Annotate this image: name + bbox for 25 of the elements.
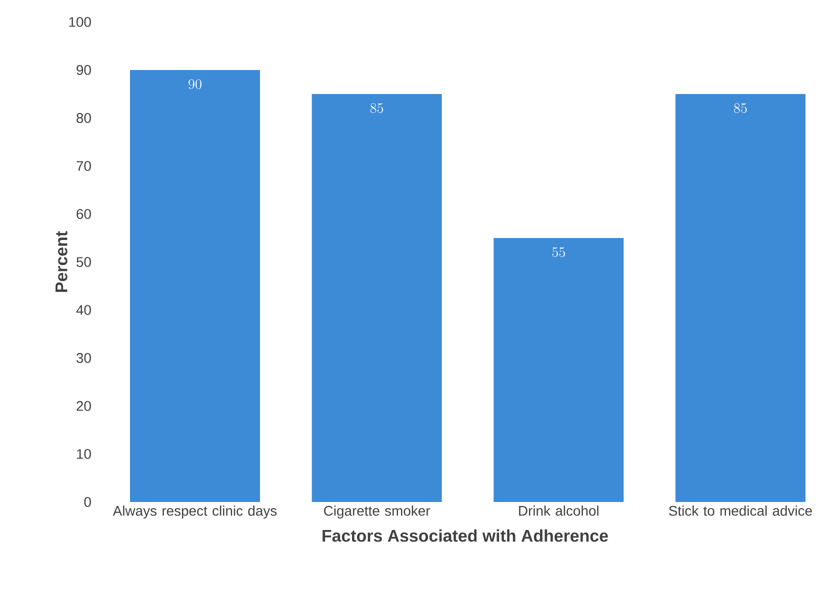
data-label: 85 [734, 103, 747, 114]
bar [494, 238, 624, 502]
data-label: 85 [370, 103, 384, 114]
y-tick-label: 0 [84, 497, 91, 507]
y-tick-label: 60 [76, 209, 91, 219]
x-axis-title: Factors Associated with Adherence [322, 529, 608, 542]
x-tick-label: Stick to medical advice [669, 506, 812, 516]
x-tick-label: Drink alcohol [519, 506, 598, 516]
y-tick-label: 50 [76, 257, 91, 267]
y-tick-label: 70 [76, 161, 91, 171]
data-label: 90 [188, 79, 202, 90]
bar [130, 70, 260, 502]
y-tick-label: 20 [76, 401, 91, 411]
x-tick-label: Always respect clinic days [112, 506, 277, 519]
y-tick-label: 40 [76, 305, 91, 315]
y-tick-label: 90 [76, 65, 91, 75]
bar [675, 94, 806, 502]
y-tick-label: 100 [69, 17, 91, 27]
y-tick-label: 80 [76, 113, 91, 123]
y-tick-label: 30 [76, 353, 91, 363]
bar [312, 94, 442, 502]
data-label: 55 [552, 247, 565, 258]
y-axis-title: Percent [56, 231, 68, 292]
y-tick-label: 10 [77, 449, 91, 459]
x-tick-label: Cigarette smoker [324, 506, 430, 519]
